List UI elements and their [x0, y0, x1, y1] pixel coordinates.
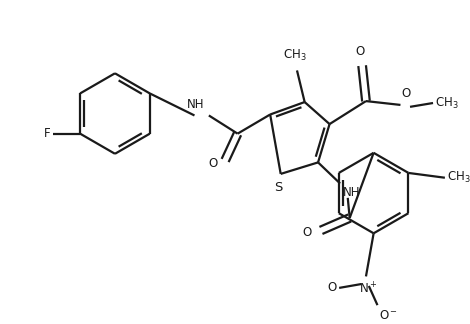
- Text: O: O: [208, 157, 218, 170]
- Text: CH$_3$: CH$_3$: [283, 48, 307, 63]
- Text: NH: NH: [343, 186, 360, 199]
- Text: O$^-$: O$^-$: [379, 309, 399, 322]
- Text: S: S: [274, 181, 283, 194]
- Text: O: O: [327, 282, 336, 295]
- Text: O: O: [302, 226, 311, 239]
- Text: O: O: [356, 45, 365, 58]
- Text: O: O: [401, 87, 411, 100]
- Text: NH: NH: [187, 98, 204, 111]
- Text: F: F: [44, 127, 50, 140]
- Text: CH$_3$: CH$_3$: [447, 170, 470, 185]
- Text: CH$_3$: CH$_3$: [435, 96, 459, 110]
- Text: N$^+$: N$^+$: [359, 281, 377, 296]
